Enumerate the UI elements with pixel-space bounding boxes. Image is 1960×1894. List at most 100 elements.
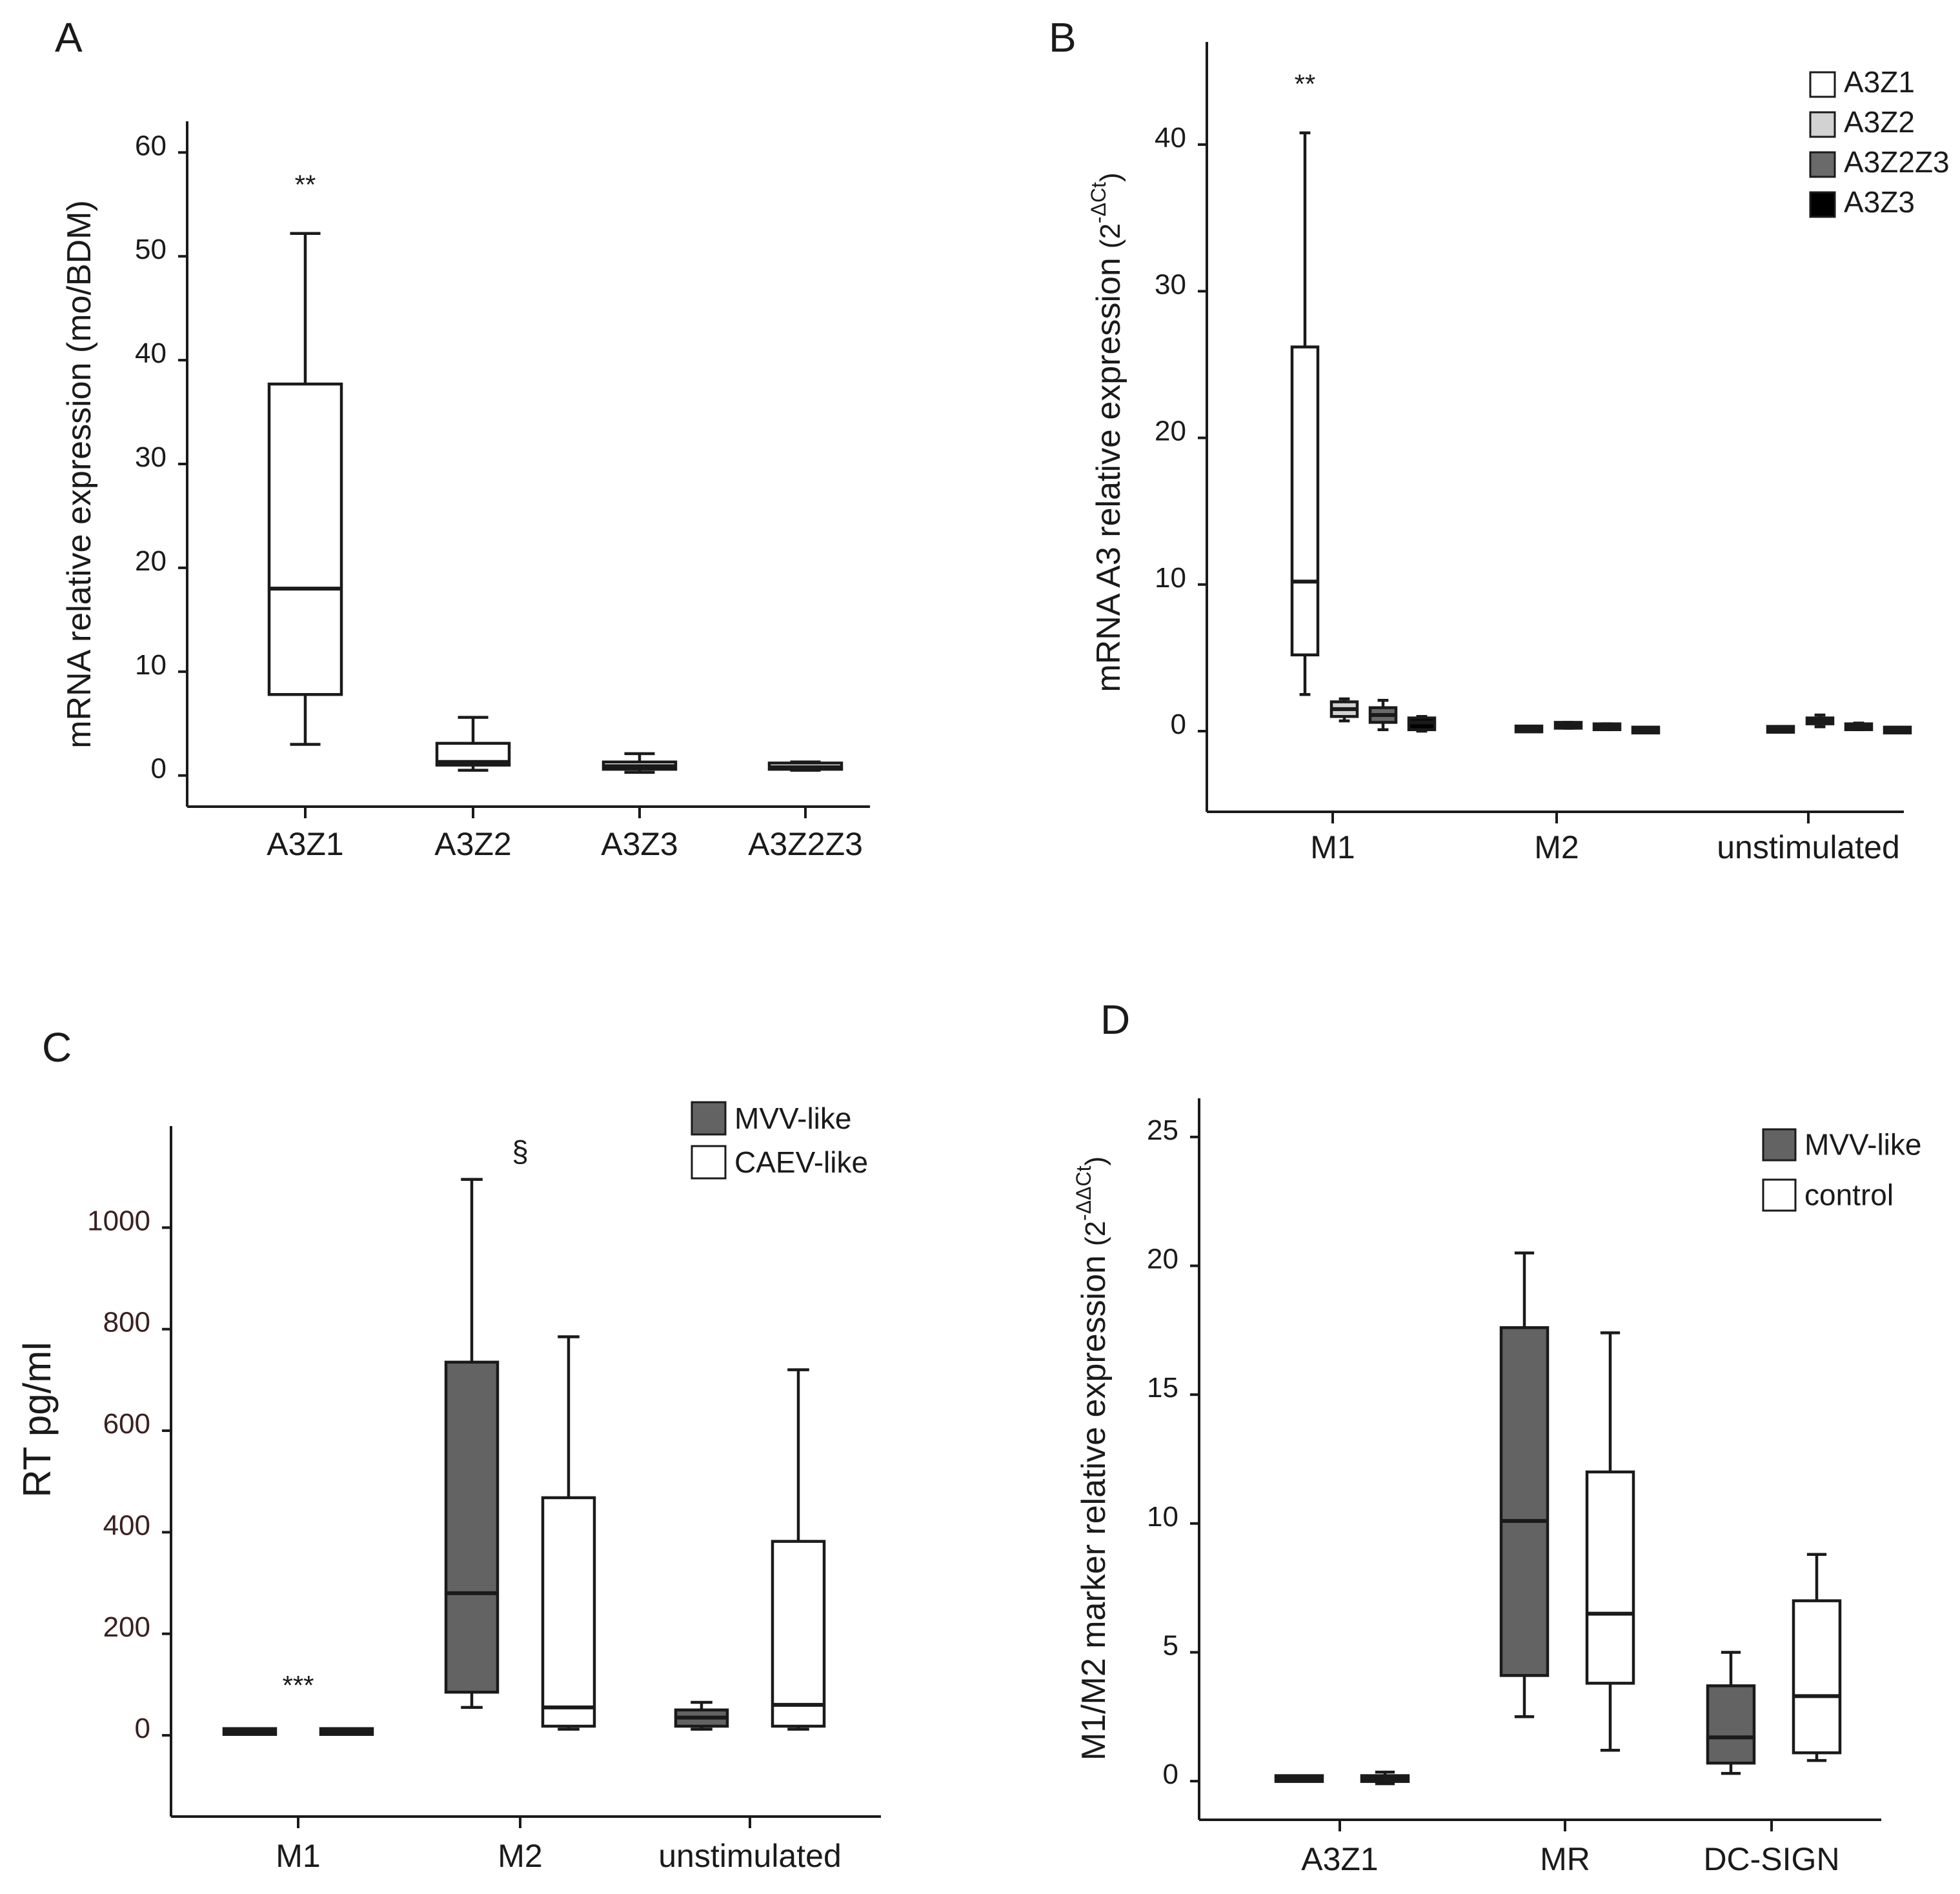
panel-d-y-axis-label-exponent: -ΔΔCt [1072, 1165, 1095, 1221]
box-mr-control-iqr-box [1585, 1470, 1635, 1685]
legend-swatch-mvv-like [1762, 1128, 1797, 1162]
panel-d: D 0 5 10 15 20 25 A3Z1 MR DC-SIGN MVV-like contr… [1072, 996, 1921, 1877]
box-unstimulated-a3z2z3 [1844, 721, 1874, 731]
box-m1-a3z3 [1407, 715, 1437, 733]
panel-a-category-labels: A3Z1 A3Z2 A3Z3 A3Z2Z3 [267, 807, 863, 862]
box-unstimulated-caev-like [771, 1368, 826, 1731]
legend-swatch-a3z2z3 [1809, 151, 1836, 178]
box-a3z2z3 [767, 760, 844, 772]
significance-annotation-0: *** [282, 1670, 314, 1700]
y-tick-label-10: 10 [135, 649, 167, 681]
legend-label-control: control [1804, 1178, 1894, 1211]
panel-d-y-axis-label-main: M1/M2 marker relative expression [1075, 1255, 1113, 1760]
panel-d-category-labels: A3Z1 MR DC-SIGN [1301, 1820, 1840, 1877]
box-mr-mvv-like [1499, 1251, 1550, 1718]
category-label-dc-sign: DC-SIGN [1703, 1841, 1839, 1877]
box-a3z2 [435, 716, 511, 772]
category-label-unstimulated: unstimulated [658, 1838, 842, 1874]
panel-a-annotations: ** [295, 170, 316, 200]
y-tick-label-15: 15 [1147, 1372, 1178, 1404]
category-label-a3z3: A3Z3 [601, 826, 678, 862]
box-a3z1-iqr-box [267, 382, 343, 696]
box-a3z1-control [1360, 1770, 1410, 1786]
panel-c-boxes [222, 1178, 826, 1736]
legend-label-a3z2z3: A3Z2Z3 [1844, 145, 1950, 179]
significance-annotation-0: ** [295, 170, 316, 200]
box-m2-a3z2z3 [1592, 722, 1622, 731]
legend-swatch-a3z2 [1809, 111, 1836, 138]
y-tick-label-30: 30 [1155, 268, 1186, 300]
panel-d-y-axis-label-close: ) [1080, 1156, 1111, 1166]
panel-a: A 0 10 20 30 40 50 60 A3Z1 A3Z2 A3Z3 A3Z2Z3 ** mR… [55, 14, 870, 862]
category-label-mr: MR [1540, 1841, 1590, 1877]
panel-c-category-labels: M1 M2 unstimulated [276, 1817, 842, 1874]
legend-swatch-caev-like [691, 1145, 727, 1180]
box-m1-a3z1 [1290, 131, 1320, 696]
panel-b-y-axis-label-main: mRNA A3 relative expression [1090, 257, 1127, 692]
y-tick-label-40: 40 [135, 337, 167, 369]
panel-a-y-ticks: 0 10 20 30 40 50 60 [135, 130, 187, 785]
category-label-m1: M1 [276, 1838, 320, 1874]
box-dc-sign-control [1792, 1553, 1842, 1762]
box-m1-caev-like [319, 1727, 374, 1736]
box-m1-mvv-like [222, 1727, 278, 1736]
panel-letter-a: A [55, 14, 83, 61]
box-m2-a3z1 [1514, 724, 1544, 734]
panel-d-y-ticks: 0 5 10 15 20 25 [1147, 1114, 1199, 1790]
legend-label-mvv-like: MVV-like [1804, 1127, 1921, 1161]
category-label-a3z1: A3Z1 [1301, 1841, 1379, 1877]
box-m2-a3z3 [1631, 725, 1661, 735]
category-label-a3z1: A3Z1 [267, 826, 344, 862]
panel-b-category-labels: M1 M2 unstimulated [1310, 812, 1900, 865]
box-m2-caev-like-iqr-box [541, 1496, 596, 1728]
category-label-m2: M2 [498, 1838, 542, 1874]
significance-annotation-0: ** [1295, 69, 1316, 99]
box-m2-caev-like [541, 1335, 596, 1731]
box-a3z1 [267, 232, 343, 746]
box-m2-mvv-like-iqr-box [444, 1360, 500, 1694]
category-label-m1: M1 [1310, 829, 1355, 865]
box-unstimulated-caev-like-iqr-box [771, 1540, 826, 1728]
box-m2-mvv-like [444, 1178, 500, 1709]
panel-b-y-axis-label-close: ) [1095, 172, 1126, 182]
legend-label-caev-like: CAEV-like [734, 1145, 868, 1179]
y-tick-label-10: 10 [1155, 562, 1186, 594]
box-dc-sign-control-iqr-box [1792, 1599, 1842, 1755]
panel-a-boxes [267, 232, 844, 774]
y-tick-label-5: 5 [1163, 1629, 1178, 1661]
panel-d-legend: MVV-like control [1762, 1127, 1921, 1212]
box-mr-control [1585, 1331, 1635, 1752]
y-tick-label-0: 0 [1171, 709, 1186, 740]
y-tick-label-60: 60 [135, 130, 167, 161]
y-tick-label-20: 20 [135, 545, 167, 577]
panel-c-y-ticks: 0 200 400 600 800 1000 [87, 1205, 171, 1744]
panel-letter-d: D [1100, 996, 1130, 1043]
panel-b-y-axis-label-exponent: -ΔCt [1087, 182, 1110, 223]
y-tick-label-200: 200 [103, 1611, 150, 1643]
panel-b-boxes [1290, 131, 1912, 735]
y-tick-label-0: 0 [135, 1713, 150, 1744]
box-m2-a3z2 [1553, 721, 1583, 730]
box-a3z1-mvv-like [1274, 1774, 1324, 1783]
legend-swatch-a3z1 [1809, 71, 1836, 98]
y-tick-label-20: 20 [1155, 416, 1186, 447]
panel-d-y-axis-label: M1/M2 marker relative expression (2-ΔΔCt) [1072, 1156, 1113, 1760]
box-m1-a3z2 [1329, 697, 1359, 723]
category-label-unstimulated: unstimulated [1717, 829, 1900, 865]
panel-b-y-axis-label: mRNA A3 relative expression (2-ΔCt) [1087, 172, 1127, 692]
legend-swatch-control [1762, 1178, 1797, 1212]
y-tick-label-400: 400 [103, 1509, 150, 1541]
box-mr-mvv-like-iqr-box [1499, 1326, 1550, 1677]
panel-c-annotations: *** § [282, 1134, 528, 1700]
panel-b-legend: A3Z1 A3Z2 A3Z2Z3 A3Z3 [1809, 65, 1950, 219]
panel-letter-b: B [1049, 14, 1076, 61]
y-tick-label-25: 25 [1147, 1114, 1178, 1146]
panel-letter-c: C [42, 1024, 72, 1071]
legend-label-a3z3: A3Z3 [1844, 185, 1915, 219]
y-tick-label-1000: 1000 [87, 1205, 150, 1236]
box-unstimulated-a3z1 [1766, 725, 1795, 734]
legend-label-mvv-like: MVV-like [734, 1102, 851, 1135]
panel-d-boxes [1274, 1251, 1842, 1786]
legend-label-a3z2: A3Z2 [1844, 105, 1915, 139]
